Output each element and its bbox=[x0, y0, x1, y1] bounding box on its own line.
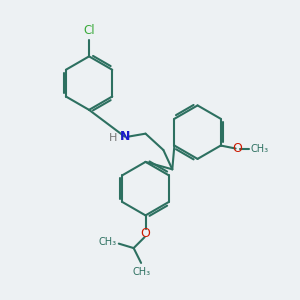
Text: N: N bbox=[119, 130, 130, 143]
Text: CH₃: CH₃ bbox=[98, 237, 116, 247]
Text: CH₃: CH₃ bbox=[132, 266, 150, 277]
Text: O: O bbox=[232, 142, 242, 155]
Text: CH₃: CH₃ bbox=[250, 143, 268, 154]
Text: O: O bbox=[141, 227, 151, 240]
Text: H: H bbox=[109, 133, 118, 143]
Text: Cl: Cl bbox=[83, 24, 95, 37]
